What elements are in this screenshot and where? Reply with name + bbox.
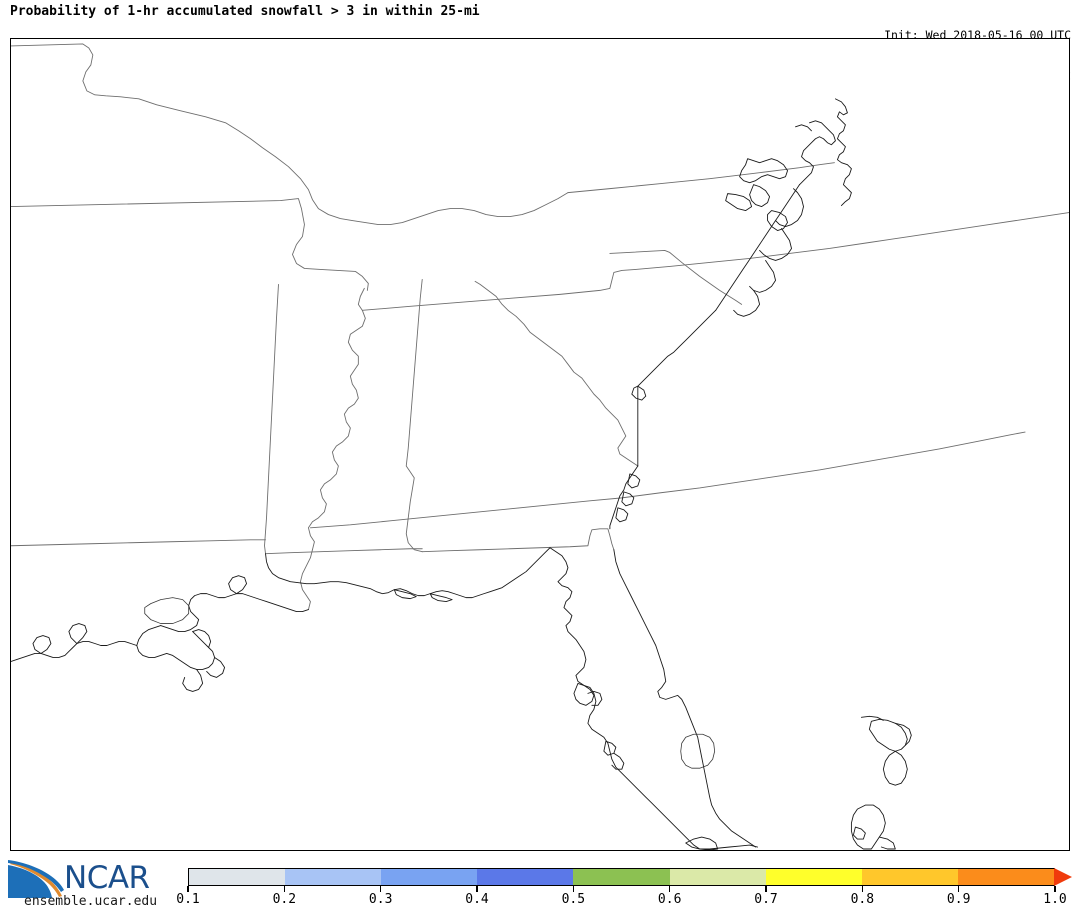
colorbar-tick-3 xyxy=(476,886,478,892)
colorbar-band-5 xyxy=(669,869,766,885)
colorbar[interactable]: 0.1 0.2 0.3 0.4 0.5 0.6 0.7 0.8 0.9 1.0 xyxy=(176,867,1072,907)
colorbar-band-0 xyxy=(189,869,286,885)
colorbar-tick-label-8: 0.9 xyxy=(946,892,971,907)
colorbar-tick-label-7: 0.8 xyxy=(850,892,875,907)
colorbar-band-4 xyxy=(573,869,670,885)
colorbar-tick-8 xyxy=(958,886,960,892)
colorbar-band-7 xyxy=(861,869,958,885)
map-geography xyxy=(11,43,1069,850)
colorbar-tick-label-1: 0.2 xyxy=(272,892,297,907)
ncar-logo: NCAR ensemble.ucar.edu xyxy=(4,858,184,910)
colorbar-bands xyxy=(188,868,1055,886)
map-panel[interactable] xyxy=(10,38,1070,851)
ncar-logo-mark xyxy=(8,860,64,898)
colorbar-band-8 xyxy=(957,869,1054,885)
colorbar-tick-labels: 0.1 0.2 0.3 0.4 0.5 0.6 0.7 0.8 0.9 1.0 xyxy=(176,892,1066,908)
colorbar-tick-5 xyxy=(669,886,671,892)
ncar-url-label: ensemble.ucar.edu xyxy=(24,894,158,909)
colorbar-tick-6 xyxy=(765,886,767,892)
colorbar-band-6 xyxy=(765,869,862,885)
colorbar-tick-label-9: 1.0 xyxy=(1043,892,1067,907)
colorbar-tick-9 xyxy=(1054,886,1056,892)
colorbar-tick-2 xyxy=(380,886,382,892)
colorbar-band-3 xyxy=(477,869,574,885)
colorbar-tick-0 xyxy=(187,886,189,892)
colorbar-tick-4 xyxy=(572,886,575,892)
colorbar-tick-label-4: 0.5 xyxy=(561,892,586,907)
colorbar-tick-label-5: 0.6 xyxy=(657,892,682,907)
colorbar-tick-label-6: 0.7 xyxy=(754,892,778,907)
colorbar-ticks xyxy=(187,886,1056,892)
colorbar-tick-1 xyxy=(283,886,286,892)
ncar-wordmark: NCAR xyxy=(64,860,150,896)
colorbar-extend-arrow xyxy=(1054,867,1072,886)
colorbar-tick-label-3: 0.4 xyxy=(465,892,489,907)
colorbar-band-2 xyxy=(381,869,478,885)
colorbar-tick-label-2: 0.3 xyxy=(368,892,393,907)
colorbar-tick-label-0: 0.1 xyxy=(176,892,200,907)
page-title: Probability of 1-hr accumulated snowfall… xyxy=(10,4,480,19)
colorbar-band-1 xyxy=(285,869,382,885)
colorbar-tick-7 xyxy=(861,886,864,892)
